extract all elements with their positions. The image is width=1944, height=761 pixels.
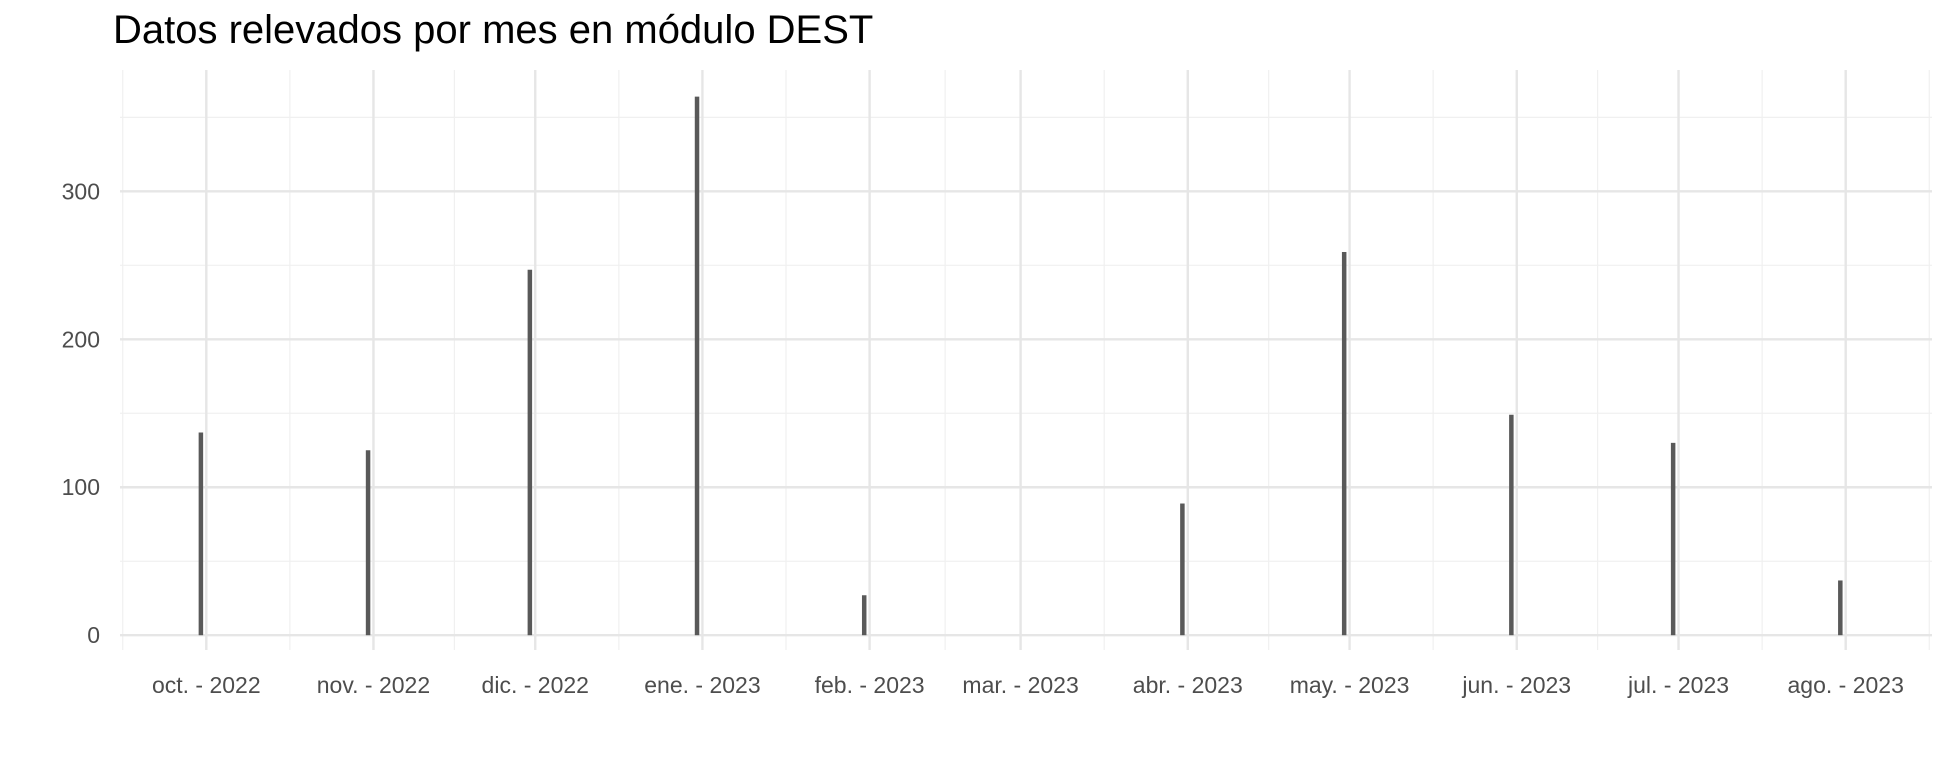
x-tick-label: nov. - 2022 [317,672,430,698]
y-tick-label: 300 [62,178,100,204]
bar [198,432,204,636]
x-tick-label: jul. - 2023 [1627,672,1729,698]
bar [1180,503,1185,636]
bar [1838,580,1843,636]
x-tick-label: dic. - 2022 [482,672,589,698]
bar [861,595,867,636]
x-tick-label: mar. - 2023 [962,672,1078,698]
x-tick-label: oct. - 2022 [152,672,261,698]
bar [694,96,700,636]
x-tick-label: jun. - 2023 [1461,672,1571,698]
y-tick-label: 100 [62,474,100,500]
chart-title: Datos relevados por mes en módulo DEST [113,8,874,52]
y-tick-label: 200 [62,326,100,352]
x-tick-label: feb. - 2023 [815,672,925,698]
bar [365,450,371,636]
y-tick-label: 0 [87,622,100,648]
bar [1509,414,1514,636]
x-tick-label: abr. - 2023 [1133,672,1243,698]
bar [527,269,533,636]
x-tick-label: may. - 2023 [1290,672,1410,698]
bar [1341,251,1347,636]
bar [1670,442,1676,636]
x-tick-label: ene. - 2023 [644,672,760,698]
x-tick-label: ago. - 2023 [1788,672,1904,698]
